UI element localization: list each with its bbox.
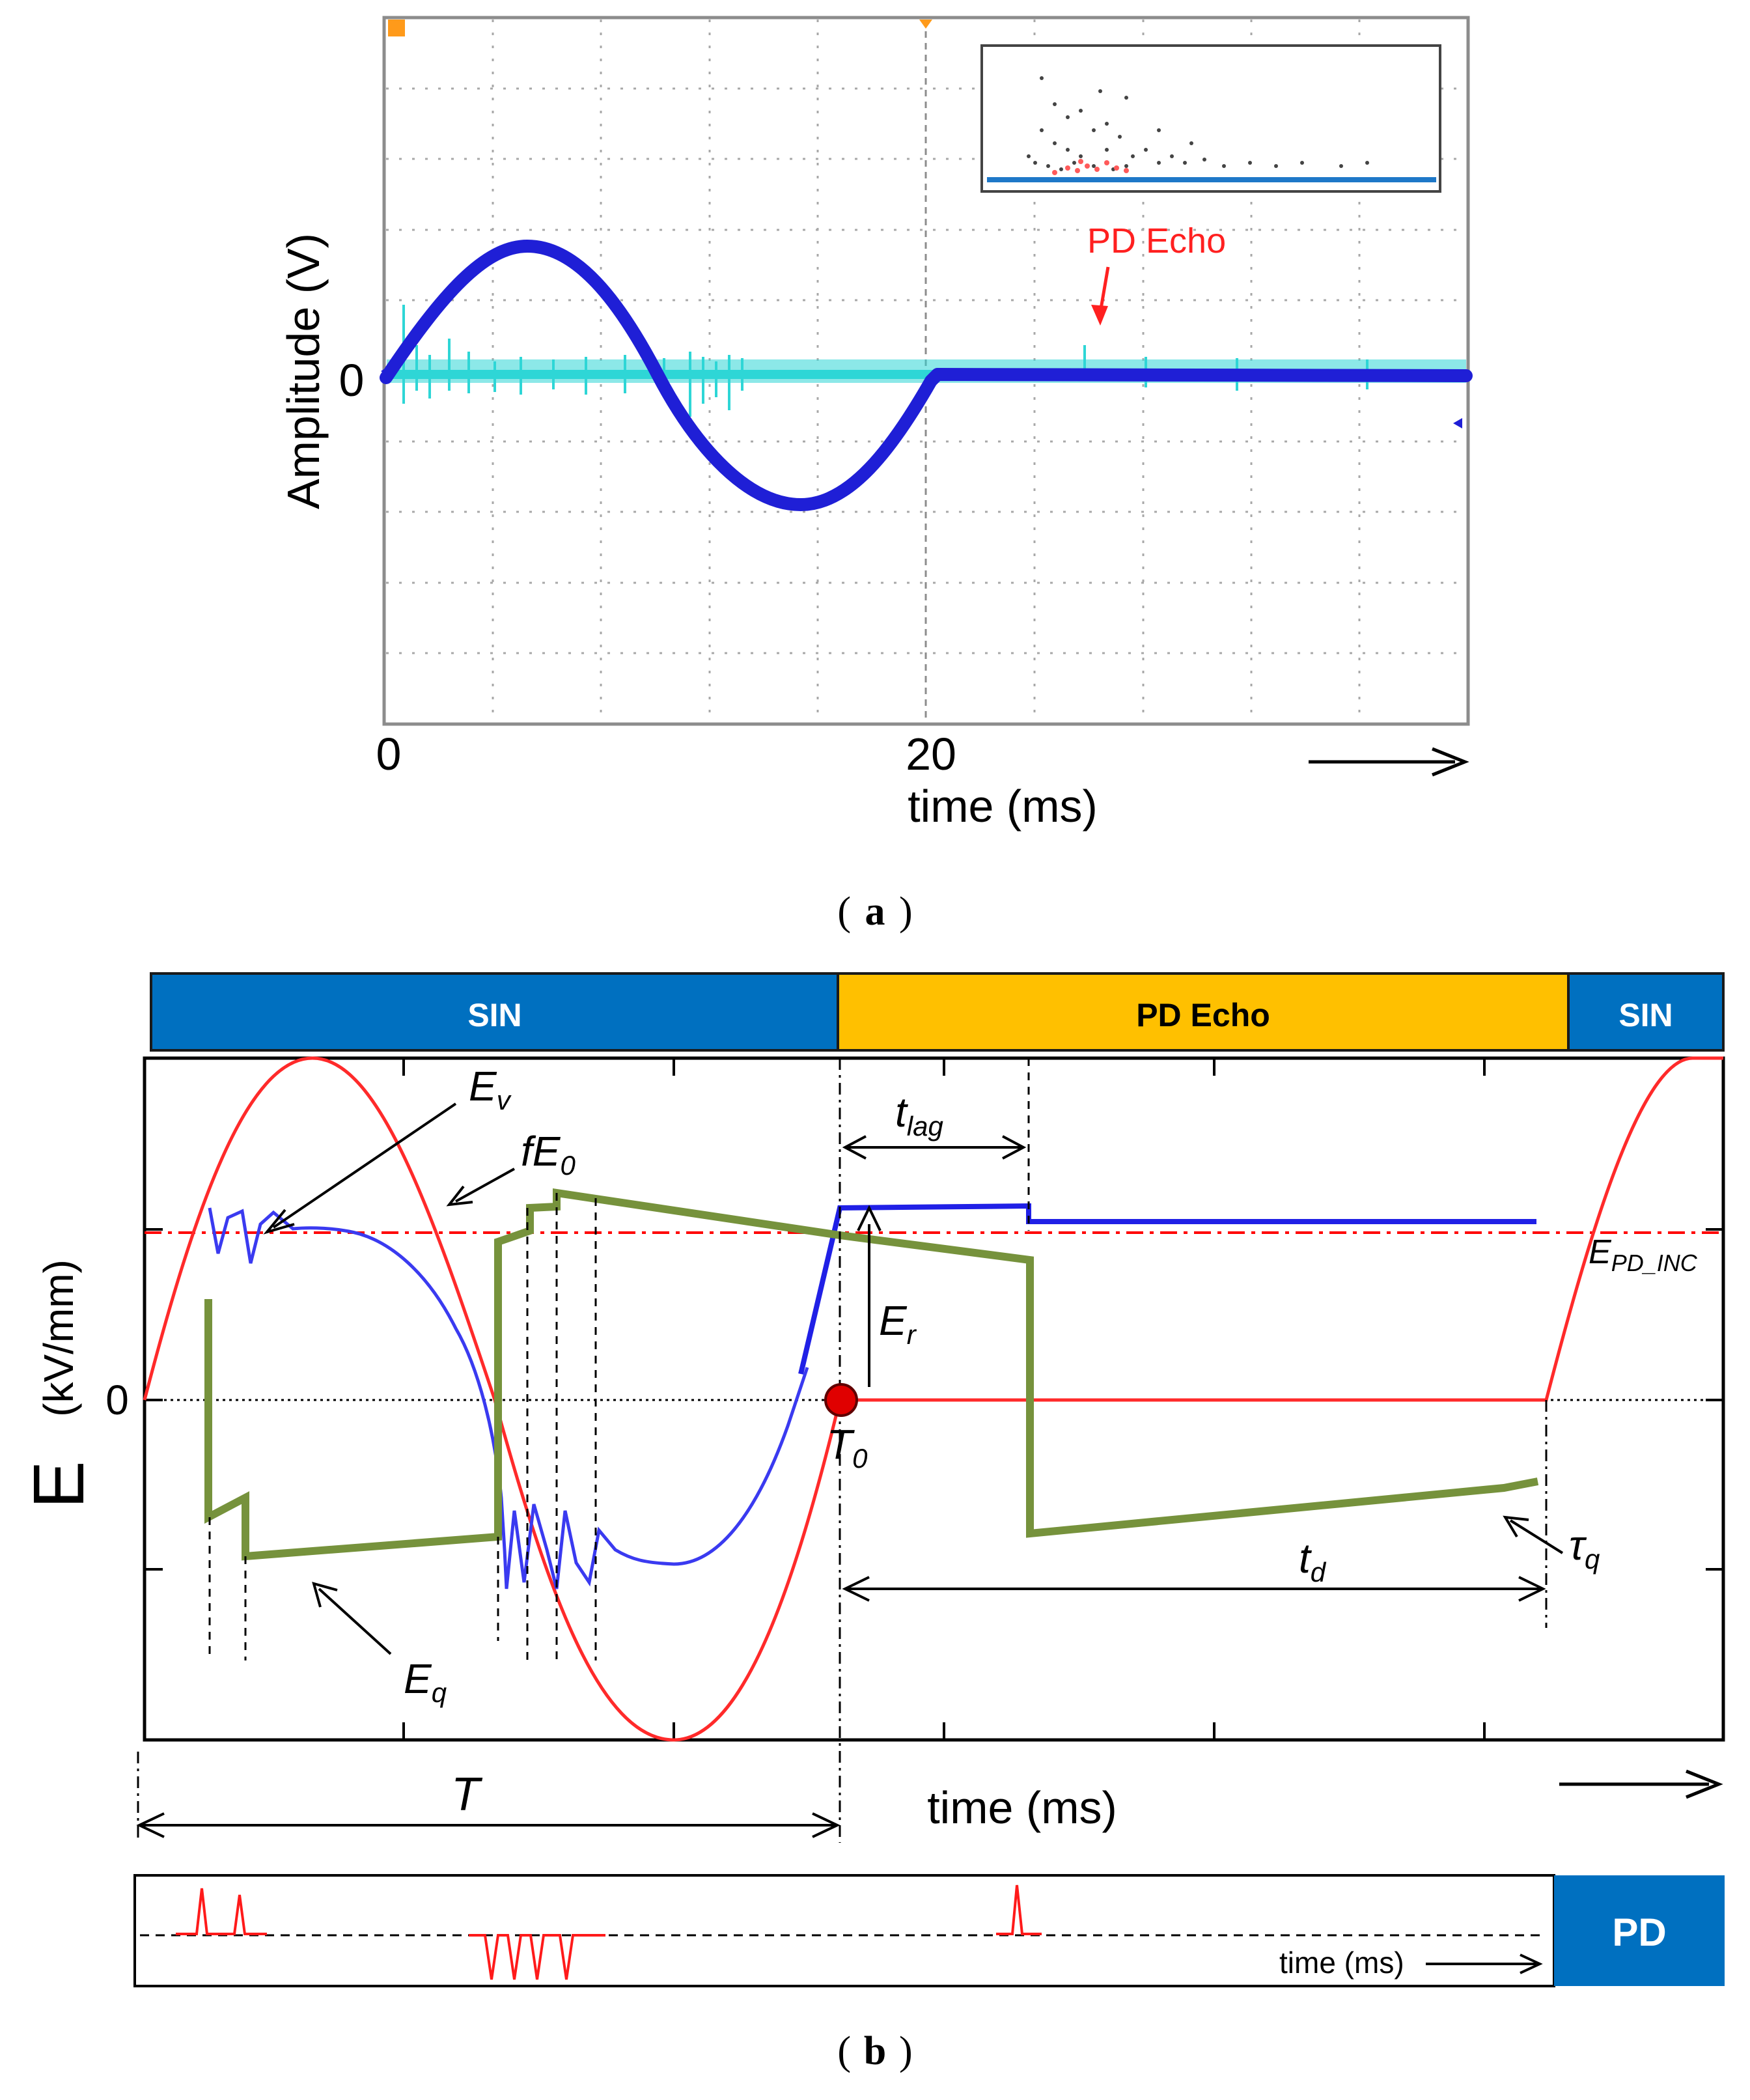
er-arrowhead-icon (857, 1205, 882, 1231)
panel-a: PD Echo Amplitude (V) 0 0 20 time (ms) (… (278, 16, 1473, 934)
charge-field-curve (204, 1188, 1539, 1561)
pd-echo-annotation: PD Echo (1087, 221, 1226, 260)
sine-voltage-trace (380, 240, 1473, 511)
applied-field-curve (143, 1056, 1723, 1742)
tauq-pointer-arrowhead-icon (1503, 1515, 1529, 1538)
pd-echo-bar (837, 972, 1570, 1052)
total-field-curve (208, 1207, 809, 1589)
caption-a-open: ( (837, 889, 851, 934)
time-axis-label: time (ms) (908, 781, 1098, 832)
period-right-arrowhead-icon (812, 1812, 840, 1838)
caption-a-close: ) (899, 889, 913, 934)
tauq-label: τq (1569, 1522, 1600, 1575)
pd-box-label: PD (1612, 1911, 1666, 1954)
x-tick-0: 0 (376, 729, 402, 779)
x-tick-20: 20 (906, 729, 956, 779)
pd-strip-time-arrowhead-icon (1520, 1953, 1543, 1974)
caption-b-close: ) (899, 2029, 913, 2073)
pd-pulses (176, 1884, 1042, 1980)
eq-pointer (318, 1588, 392, 1655)
field-time-axis-label: time (ms) (927, 1782, 1117, 1833)
pd-echo-arrow (1098, 266, 1110, 313)
fe0-label: fE0 (521, 1128, 576, 1181)
caption-b: b (864, 2029, 886, 2073)
amplitude-axis-label: Amplitude (V) (278, 233, 329, 509)
ev-label: Ev (469, 1063, 512, 1115)
pd-box (1554, 1875, 1725, 1986)
caption-a: a (865, 889, 885, 934)
frame-ticks (145, 1058, 1723, 1740)
tlag-left-arrowhead-icon (842, 1135, 867, 1160)
ev-pointer (272, 1102, 457, 1229)
period-label: T (451, 1769, 483, 1821)
ev-pointer-arrowhead-icon (263, 1209, 295, 1235)
pd-strip-time-label: time (ms) (1279, 1946, 1404, 1980)
td-right-arrowhead-icon (1518, 1576, 1546, 1602)
e-zero-label: 0 (105, 1377, 129, 1423)
pd-echo-bar-label: PD Echo (1136, 997, 1270, 1033)
epd-inc-label: EPD_INC (1589, 1233, 1698, 1276)
er-label: Er (879, 1297, 917, 1350)
td-label: td (1299, 1535, 1327, 1588)
pd-echo-arrowhead-icon (1091, 305, 1108, 326)
sin-bar-left (150, 972, 839, 1052)
t0-marker (824, 1383, 858, 1417)
e-axis-unit: (kV/mm) (35, 1259, 82, 1417)
eq-pointer-arrowhead-icon (312, 1582, 338, 1608)
td-left-arrowhead-icon (842, 1576, 870, 1602)
sin-bar-right-label: SIN (1618, 997, 1673, 1033)
sin-bar-left-label: SIN (467, 997, 521, 1033)
level-marker-icon (1453, 418, 1462, 428)
period-left-arrowhead-icon (136, 1812, 165, 1838)
period-boundary-markers (137, 1058, 1548, 1843)
tlag-right-arrowhead-icon (1002, 1135, 1027, 1160)
amplitude-zero-label: 0 (339, 355, 365, 406)
sin-bar-right (1567, 972, 1725, 1052)
trigger-marker-icon (388, 20, 405, 36)
time-arrowhead-icon (1432, 747, 1469, 777)
tlag-label: tlag (895, 1089, 943, 1141)
t0-label: T0 (827, 1421, 868, 1474)
eq-label: Eq (404, 1655, 447, 1708)
caption-b-open: ( (837, 2029, 851, 2073)
tauq-pointer (1509, 1519, 1564, 1554)
discharge-event-markers (208, 1058, 1030, 1660)
panel-b: SIN PD Echo SIN (19, 972, 1725, 2073)
field-time-arrowhead-icon (1686, 1769, 1723, 1799)
prpd-inset (980, 44, 1441, 193)
e-axis-symbol: E (19, 1461, 99, 1508)
trigger-position-icon (919, 20, 932, 29)
fe0-pointer (455, 1168, 515, 1203)
fe0-pointer-arrowhead-icon (446, 1185, 473, 1207)
